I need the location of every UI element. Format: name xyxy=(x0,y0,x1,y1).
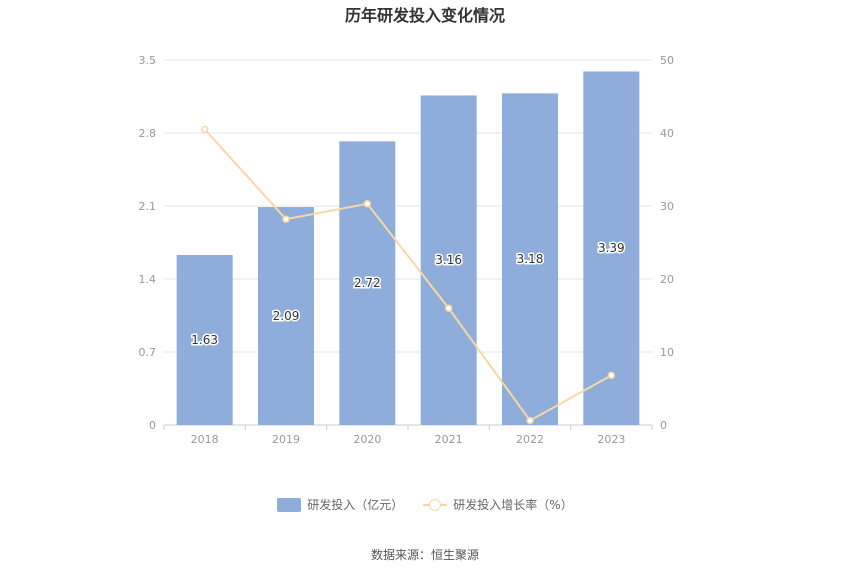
x-tick-label: 2020 xyxy=(353,433,381,446)
y-left-tick-label: 3.5 xyxy=(139,54,157,67)
y-left-tick-label: 0.7 xyxy=(139,346,157,359)
y-right-tick-label: 50 xyxy=(660,54,674,67)
growth-point xyxy=(607,371,616,380)
growth-point xyxy=(363,200,372,208)
y-right-tick-label: 0 xyxy=(660,419,667,432)
bar xyxy=(502,93,558,425)
growth-line xyxy=(203,128,612,422)
bar xyxy=(583,71,640,425)
bar xyxy=(176,255,233,425)
y-right-tick-label: 20 xyxy=(660,273,674,286)
legend-item-line[interactable]: 研发投入增长率（%） xyxy=(423,496,573,513)
chart-canvas: 0 0 0.7 10 1.4 20 2.1 30 2.8 40 3.5 50 2018 2019 2020 2… xyxy=(139,54,675,446)
bar-data-label: 2.72 xyxy=(354,276,381,290)
legend-item-bar[interactable]: 研发投入（亿元） xyxy=(277,496,403,513)
y-right-tick-label: 30 xyxy=(660,200,674,213)
x-tick-label: 2021 xyxy=(435,433,463,446)
bar-data-label: 3.18 xyxy=(517,252,544,266)
bar xyxy=(420,95,477,425)
legend-bar-label: 研发投入（亿元） xyxy=(307,498,404,512)
y-right-tick-label: 10 xyxy=(660,346,674,359)
legend-line-marker xyxy=(429,498,442,511)
legend-line-label: 研发投入增长率（%） xyxy=(453,498,573,512)
growth-point xyxy=(444,304,453,312)
legend-line-swatch xyxy=(423,498,448,512)
x-tick-label: 2022 xyxy=(516,433,544,446)
chart-title: 历年研发投入变化情况 xyxy=(344,6,505,25)
legend-bar-swatch xyxy=(277,497,302,512)
bar xyxy=(339,141,396,426)
y-right-tick-label: 40 xyxy=(660,127,674,140)
x-tick-label: 2019 xyxy=(272,433,300,446)
y-left-tick-label: 1.4 xyxy=(139,273,157,286)
bar-data-label: 2.09 xyxy=(273,309,300,323)
bar xyxy=(258,207,314,425)
y-left-tick-label: 0 xyxy=(149,419,156,432)
x-tick-label: 2018 xyxy=(191,433,219,446)
bar-data-label: 3.16 xyxy=(435,253,462,267)
chart-legend: 研发投入（亿元） 研发投入增长率（%） xyxy=(0,496,850,513)
x-tick-label: 2023 xyxy=(597,433,625,446)
growth-point xyxy=(282,215,290,223)
y-left-tick-label: 2.1 xyxy=(139,200,157,213)
y-left-tick-label: 2.8 xyxy=(139,127,157,140)
bar-data-label: 3.39 xyxy=(598,241,625,255)
bar-data-label: 1.63 xyxy=(191,333,218,347)
growth-point xyxy=(526,416,534,425)
data-source: 数据来源：恒生聚源 xyxy=(370,548,479,562)
growth-point xyxy=(200,125,209,134)
